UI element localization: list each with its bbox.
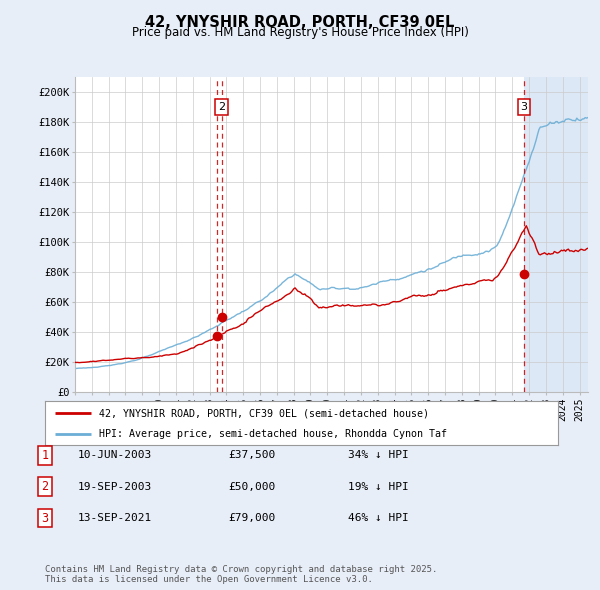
- Text: Price paid vs. HM Land Registry's House Price Index (HPI): Price paid vs. HM Land Registry's House …: [131, 26, 469, 39]
- Text: 19-SEP-2003: 19-SEP-2003: [78, 482, 152, 491]
- Text: £79,000: £79,000: [228, 513, 275, 523]
- Text: £50,000: £50,000: [228, 482, 275, 491]
- Text: 46% ↓ HPI: 46% ↓ HPI: [348, 513, 409, 523]
- Text: 42, YNYSHIR ROAD, PORTH, CF39 0EL (semi-detached house): 42, YNYSHIR ROAD, PORTH, CF39 0EL (semi-…: [99, 408, 429, 418]
- Text: 42, YNYSHIR ROAD, PORTH, CF39 0EL: 42, YNYSHIR ROAD, PORTH, CF39 0EL: [145, 15, 455, 30]
- Text: 34% ↓ HPI: 34% ↓ HPI: [348, 451, 409, 460]
- Text: 2: 2: [41, 480, 49, 493]
- Bar: [524, 77, 588, 392]
- Text: 2: 2: [218, 101, 225, 112]
- Text: HPI: Average price, semi-detached house, Rhondda Cynon Taf: HPI: Average price, semi-detached house,…: [99, 428, 447, 438]
- Text: £37,500: £37,500: [228, 451, 275, 460]
- Text: 3: 3: [521, 101, 527, 112]
- Text: 3: 3: [41, 512, 49, 525]
- Text: 1: 1: [41, 449, 49, 462]
- Text: 10-JUN-2003: 10-JUN-2003: [78, 451, 152, 460]
- Text: Contains HM Land Registry data © Crown copyright and database right 2025.
This d: Contains HM Land Registry data © Crown c…: [45, 565, 437, 584]
- Text: 13-SEP-2021: 13-SEP-2021: [78, 513, 152, 523]
- Text: 19% ↓ HPI: 19% ↓ HPI: [348, 482, 409, 491]
